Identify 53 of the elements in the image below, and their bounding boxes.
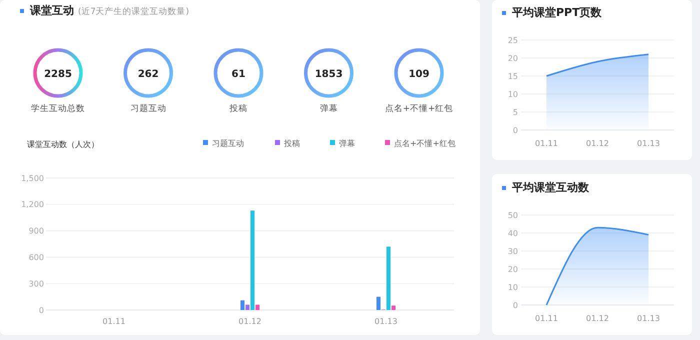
x-tick-label: 01.12	[586, 314, 609, 323]
x-tick-label: 01.13	[637, 139, 660, 148]
bar	[250, 210, 254, 310]
x-tick-label: 01.11	[535, 314, 558, 323]
x-tick-label: 01.12	[586, 139, 609, 148]
y-axis-title: 课堂互动数（人次）	[27, 140, 99, 149]
text: (近7天产生的课堂互动数量)	[78, 6, 190, 17]
bar	[386, 246, 390, 310]
category-label: 弹幕	[320, 103, 338, 114]
y-tick-label: 10	[508, 90, 518, 99]
y-tick-label: 300	[28, 279, 44, 288]
legend-label: 投稿	[283, 139, 300, 148]
y-tick-label: 900	[28, 226, 44, 236]
y-tick-label: 0	[512, 300, 518, 310]
y-tick-label: 1,200	[21, 200, 44, 210]
y-tick-label: 0	[38, 306, 44, 315]
data-label: 2285	[44, 69, 72, 80]
y-tick-label: 15	[508, 72, 518, 81]
y-tick-label: 1,500	[21, 174, 44, 183]
data-label: 61	[232, 69, 246, 80]
data-label: 109	[408, 69, 430, 80]
data-label: 1853	[314, 69, 343, 80]
category-label: 学生互动总数	[31, 103, 85, 114]
data-label: 262	[138, 69, 159, 80]
bar	[376, 296, 380, 310]
y-tick-label: 20	[508, 264, 518, 274]
legend-label: 点名+不懂+红包	[394, 139, 456, 148]
y-tick-label: 20	[508, 54, 518, 63]
legend-label: 习题互动	[212, 139, 244, 148]
x-tick-label: 01.13	[374, 317, 398, 326]
bar	[246, 304, 250, 310]
bar	[392, 306, 396, 310]
category-label: 投稿	[228, 103, 248, 114]
y-tick-label: 30	[508, 246, 518, 256]
legend-label: 弹幕	[339, 139, 355, 148]
y-tick-label: 0	[512, 126, 518, 135]
y-tick-label: 40	[508, 228, 518, 238]
x-tick-label: 01.11	[102, 317, 126, 326]
category-label: 习题互动	[130, 103, 166, 114]
y-tick-label: 50	[508, 210, 518, 220]
chart-title: 平均课堂PPT页数	[511, 6, 603, 19]
y-tick-label: 10	[508, 282, 518, 292]
bar	[256, 304, 260, 310]
category-label: 点名+不懂+红包	[384, 103, 454, 114]
text: 课堂互动	[29, 4, 74, 17]
y-tick-label: 600	[28, 253, 44, 262]
chart-title: 平均课堂互动数	[511, 181, 590, 194]
x-tick-label: 01.13	[637, 314, 660, 323]
x-tick-label: 01.11	[535, 139, 558, 148]
x-tick-label: 01.12	[238, 317, 262, 326]
y-tick-label: 25	[508, 36, 518, 45]
y-tick-label: 5	[512, 108, 518, 117]
bar	[240, 300, 244, 310]
